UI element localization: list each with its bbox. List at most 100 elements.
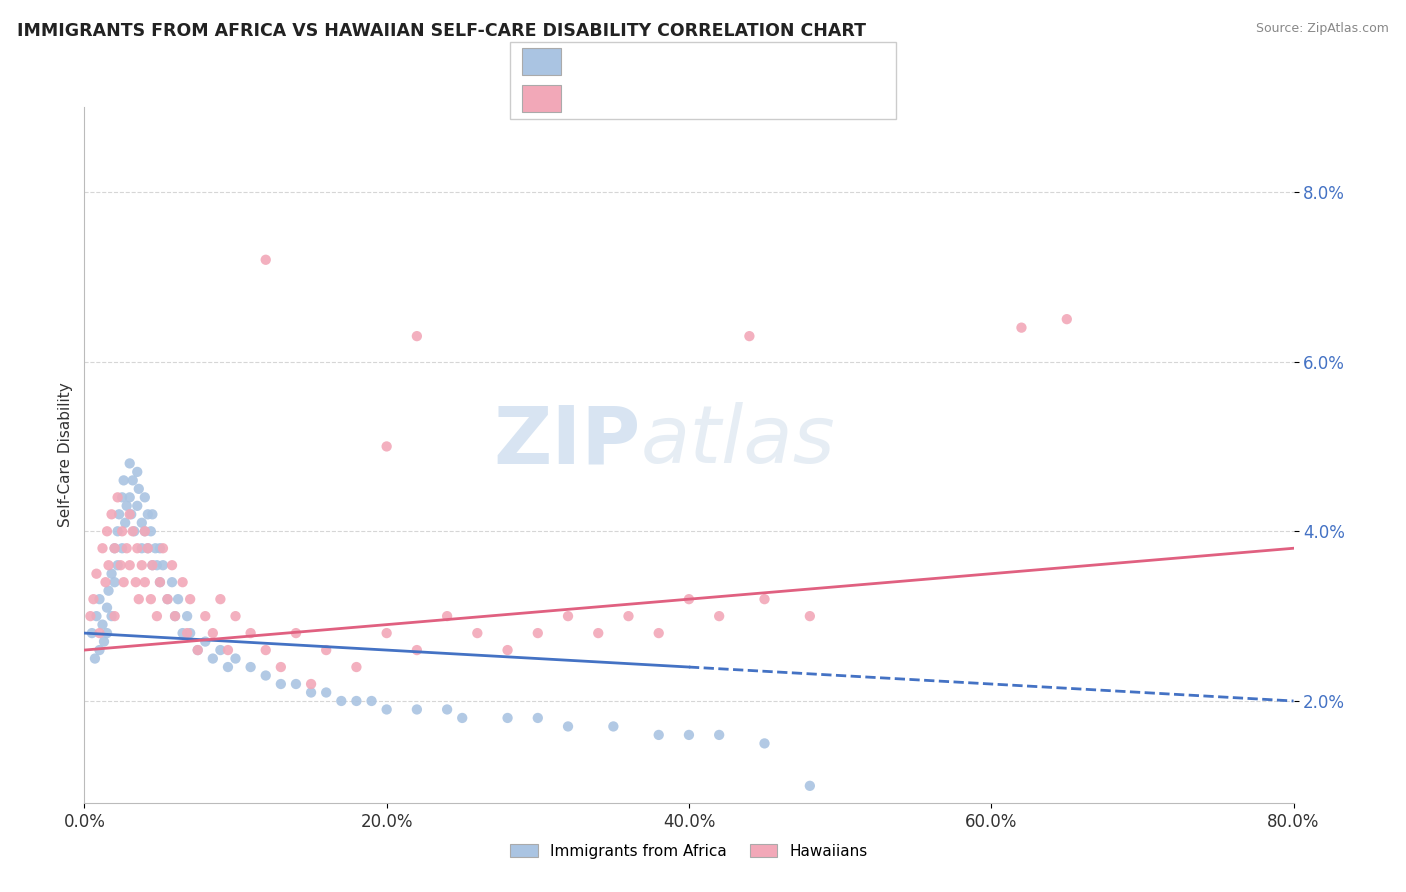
Point [100,566,122,581]
Point [127,465,149,479]
Point [754,736,776,750]
Point [115,541,138,556]
Point [89,643,111,657]
Point [136,541,159,556]
Point [172,575,194,590]
Point [678,592,700,607]
Point [100,508,122,522]
Point [139,592,162,607]
Point [467,626,489,640]
Point [134,524,156,539]
Point [299,677,322,691]
Point [89,592,111,607]
Point [91,617,114,632]
Point [346,694,368,708]
Point [84,651,107,665]
Point [375,702,398,716]
Point [179,626,201,640]
Point [80,626,103,640]
Point [270,677,292,691]
Point [139,524,162,539]
Point [799,779,821,793]
Point [176,626,198,640]
Point [179,592,201,607]
Point [187,643,209,657]
Point [127,541,149,556]
Point [104,541,127,556]
Point [209,643,232,657]
Point [209,592,232,607]
Point [146,558,169,573]
Point [527,711,550,725]
Point [91,541,114,556]
Text: 70: 70 [806,90,828,108]
Point [118,491,141,505]
Point [375,626,398,640]
Text: R =: R = [574,53,609,70]
Point [136,541,159,556]
Point [315,685,337,699]
Point [299,685,322,699]
Point [285,677,308,691]
Point [648,728,671,742]
Point [239,626,262,640]
Point [104,609,127,624]
Text: R =: R = [574,90,609,108]
Point [127,499,149,513]
Point [131,541,153,556]
Point [648,626,671,640]
Point [270,660,292,674]
Point [527,626,550,640]
Point [111,541,134,556]
Point [96,626,118,640]
Point [152,541,174,556]
Point [86,609,108,624]
Point [131,558,153,573]
Text: -0.063: -0.063 [620,53,679,70]
Point [79,609,101,624]
Point [115,499,138,513]
Point [330,694,353,708]
Point [134,575,156,590]
Point [254,668,277,682]
Point [406,643,429,657]
Point [89,626,111,640]
Point [187,643,209,657]
Point [709,609,731,624]
Point [194,634,217,648]
Point [602,719,624,733]
FancyBboxPatch shape [522,85,561,112]
Text: atlas: atlas [641,402,835,480]
Point [96,600,118,615]
Point [149,575,172,590]
Point [588,626,610,640]
Point [436,702,458,716]
Point [678,728,700,742]
Point [160,558,183,573]
Point [285,626,308,640]
Point [149,575,172,590]
Point [406,329,429,343]
Point [194,609,217,624]
Point [141,558,163,573]
Point [141,558,163,573]
Point [156,592,179,607]
Point [165,609,187,624]
Point [118,457,141,471]
Point [496,711,519,725]
Point [107,491,129,505]
Point [225,609,247,624]
Point [201,626,224,640]
Point [86,566,108,581]
Text: ZIP: ZIP [494,402,641,480]
Point [754,592,776,607]
Point [111,491,134,505]
Point [100,609,122,624]
Point [107,524,129,539]
Point [110,558,132,573]
Point [131,516,153,530]
Point [118,508,141,522]
Point [172,626,194,640]
Point [557,719,579,733]
Point [217,660,239,674]
